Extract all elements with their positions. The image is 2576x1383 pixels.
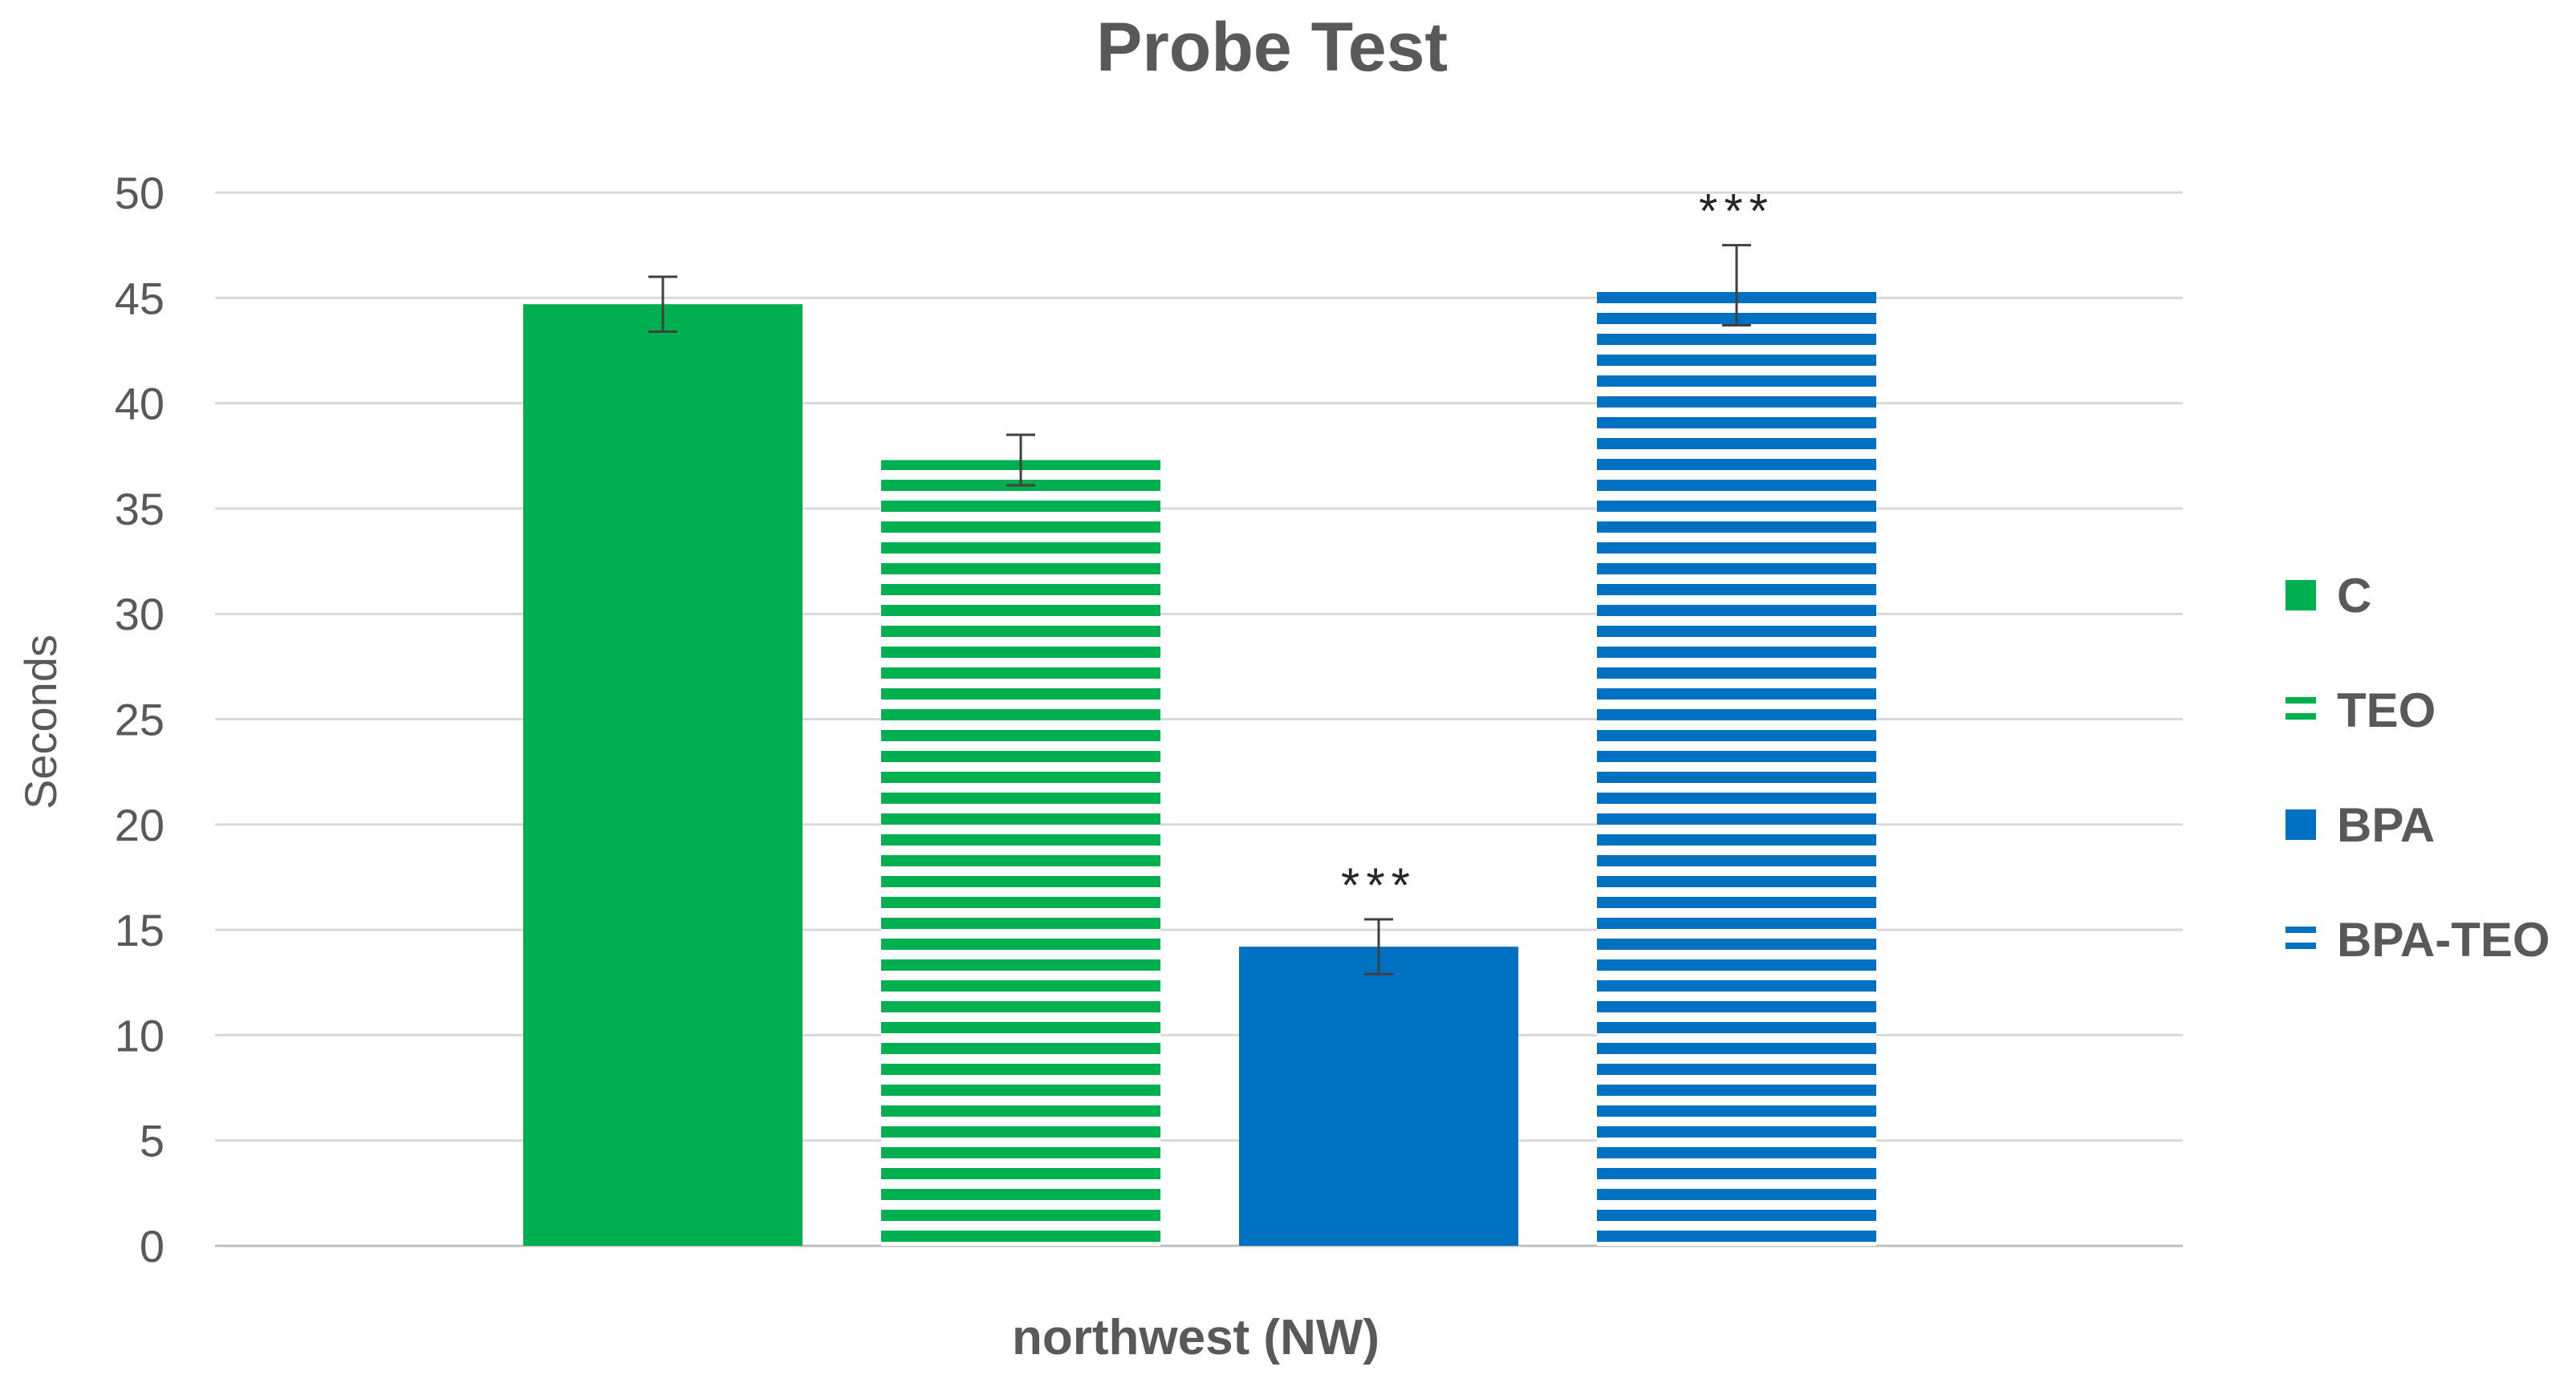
legend-label: TEO: [2337, 683, 2436, 737]
legend-swatch: [2285, 943, 2316, 949]
y-tick-label: 50: [115, 168, 165, 218]
legend-item-c: C: [2285, 569, 2371, 623]
bar-c: [523, 304, 802, 1247]
y-tick-label: 40: [115, 379, 165, 429]
y-tick-label: 20: [115, 800, 165, 850]
chart-title: Probe Test: [1096, 9, 1448, 86]
error-bar-c: [648, 275, 677, 333]
bars: [523, 285, 1876, 1247]
legend-item-bpa: BPA: [2285, 798, 2435, 852]
significance-stars: ***: [1341, 858, 1416, 912]
y-tick-label: 5: [140, 1116, 165, 1166]
y-tick-label: 0: [140, 1221, 165, 1271]
legend-item-bpa-teo: BPA-TEO: [2285, 913, 2550, 967]
bar-teo: [881, 460, 1160, 1246]
error-bar-bpa-teo: [1722, 244, 1751, 326]
bar-bpa-teo: [1597, 285, 1876, 1247]
legend-swatch: [2285, 697, 2316, 704]
y-tick-label: 15: [115, 905, 165, 955]
y-tick-label: 30: [115, 589, 165, 639]
y-axis-label: Seconds: [15, 635, 66, 809]
error-bar-bpa: [1364, 918, 1393, 975]
y-tick-label: 10: [115, 1010, 165, 1061]
legend-label: BPA: [2337, 798, 2435, 852]
y-tick-label: 45: [115, 273, 165, 323]
y-tick-label: 25: [115, 695, 165, 745]
y-axis-ticks: 0 5 10 15 20 25 30 35 40 45 50: [115, 168, 165, 1271]
x-axis-label: northwest (NW): [1012, 1310, 1379, 1365]
y-tick-label: 35: [115, 484, 165, 534]
legend-swatch: [2285, 580, 2316, 610]
bar-bpa: [1239, 947, 1518, 1246]
error-bars: [648, 244, 1751, 975]
legend-swatch: [2285, 713, 2316, 720]
significance-stars: ***: [1699, 185, 1774, 238]
legend-label: BPA-TEO: [2337, 913, 2550, 967]
legend: C TEO BPA BPA-TEO: [2285, 569, 2550, 967]
error-bar-teo: [1006, 433, 1035, 487]
legend-item-teo: TEO: [2285, 683, 2436, 737]
legend-swatch: [2285, 927, 2316, 933]
legend-swatch: [2285, 809, 2316, 840]
gridlines: [215, 191, 2183, 1247]
significance-annotations: *** ***: [1341, 185, 1774, 912]
legend-label: C: [2337, 569, 2371, 623]
